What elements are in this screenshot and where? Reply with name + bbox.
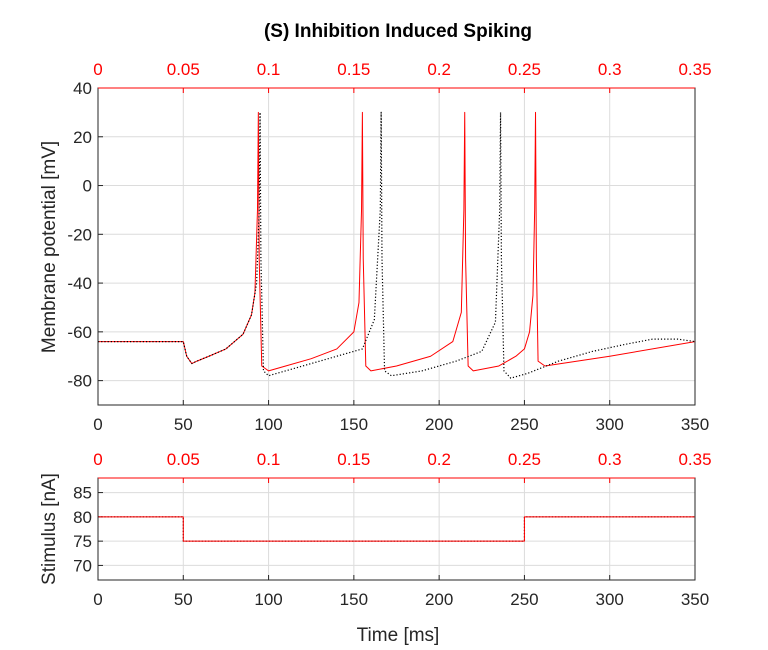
stimulus-top-tick-label: 0.1 (257, 450, 281, 469)
membrane-series-dotted-line (98, 111, 696, 379)
stimulus-x-tick-label: 300 (596, 590, 624, 609)
membrane-y-tick-label: 0 (83, 177, 92, 196)
membrane-x-tick-label: 50 (174, 415, 193, 434)
x-axis-label-time: Time [ms] (357, 625, 440, 646)
membrane-top-tick-label: 0.3 (598, 60, 622, 79)
chart-title: (S) Inhibition Induced Spiking (264, 21, 532, 42)
membrane-x-tick-label: 0 (93, 415, 102, 434)
stimulus-x-tick-label: 200 (425, 590, 453, 609)
membrane-x-tick-label: 150 (340, 415, 368, 434)
membrane-x-tick-label: 300 (596, 415, 624, 434)
membrane-x-tick-label: 350 (681, 415, 709, 434)
membrane-top-tick-label: 0.05 (167, 60, 200, 79)
membrane-top-tick-label: 0.2 (427, 60, 451, 79)
stimulus-top-tick-label: 0 (93, 450, 102, 469)
stimulus-top-tick-label: 0.35 (678, 450, 711, 469)
membrane-y-tick-label: 20 (73, 128, 92, 147)
stimulus-top-tick-label: 0.25 (508, 450, 541, 469)
membrane-top-tick-label: 0 (93, 60, 102, 79)
membrane-top-tick-label: 0.1 (257, 60, 281, 79)
membrane-y-tick-label: -80 (67, 372, 92, 391)
y-axis-label-stimulus: Stimulus [nA] (39, 473, 60, 585)
stimulus-plot-area (98, 478, 695, 580)
stimulus-x-tick-label: 50 (174, 590, 193, 609)
stimulus-x-tick-label: 350 (681, 590, 709, 609)
stimulus-y-tick-label: 85 (73, 484, 92, 503)
membrane-x-tick-label: 100 (254, 415, 282, 434)
membrane-y-tick-label: -20 (67, 225, 92, 244)
membrane-y-tick-label: 40 (73, 79, 92, 98)
stimulus-x-tick-label: 150 (340, 590, 368, 609)
membrane-plot-area (98, 88, 695, 405)
stimulus-y-tick-label: 80 (73, 508, 92, 527)
membrane-top-tick-label: 0.25 (508, 60, 541, 79)
membrane-x-tick-label: 200 (425, 415, 453, 434)
stimulus-top-tick-label: 0.2 (427, 450, 451, 469)
stimulus-x-tick-label: 250 (510, 590, 538, 609)
membrane-x-tick-label: 250 (510, 415, 538, 434)
y-axis-label-membrane: Membrane potential [mV] (39, 141, 60, 353)
stimulus-top-tick-label: 0.15 (337, 450, 370, 469)
stimulus-top-tick-label: 0.05 (167, 450, 200, 469)
stimulus-y-tick-label: 70 (73, 556, 92, 575)
membrane-y-tick-label: -40 (67, 274, 92, 293)
stimulus-series-solid-line (98, 516, 695, 542)
stimulus-y-tick-label: 75 (73, 532, 92, 551)
membrane-y-tick-label: -60 (67, 323, 92, 342)
stimulus-x-tick-label: 0 (93, 590, 102, 609)
stimulus-top-tick-label: 0.3 (598, 450, 622, 469)
membrane-top-tick-label: 0.15 (337, 60, 370, 79)
stimulus-x-tick-label: 100 (254, 590, 282, 609)
membrane-top-tick-label: 0.35 (678, 60, 711, 79)
